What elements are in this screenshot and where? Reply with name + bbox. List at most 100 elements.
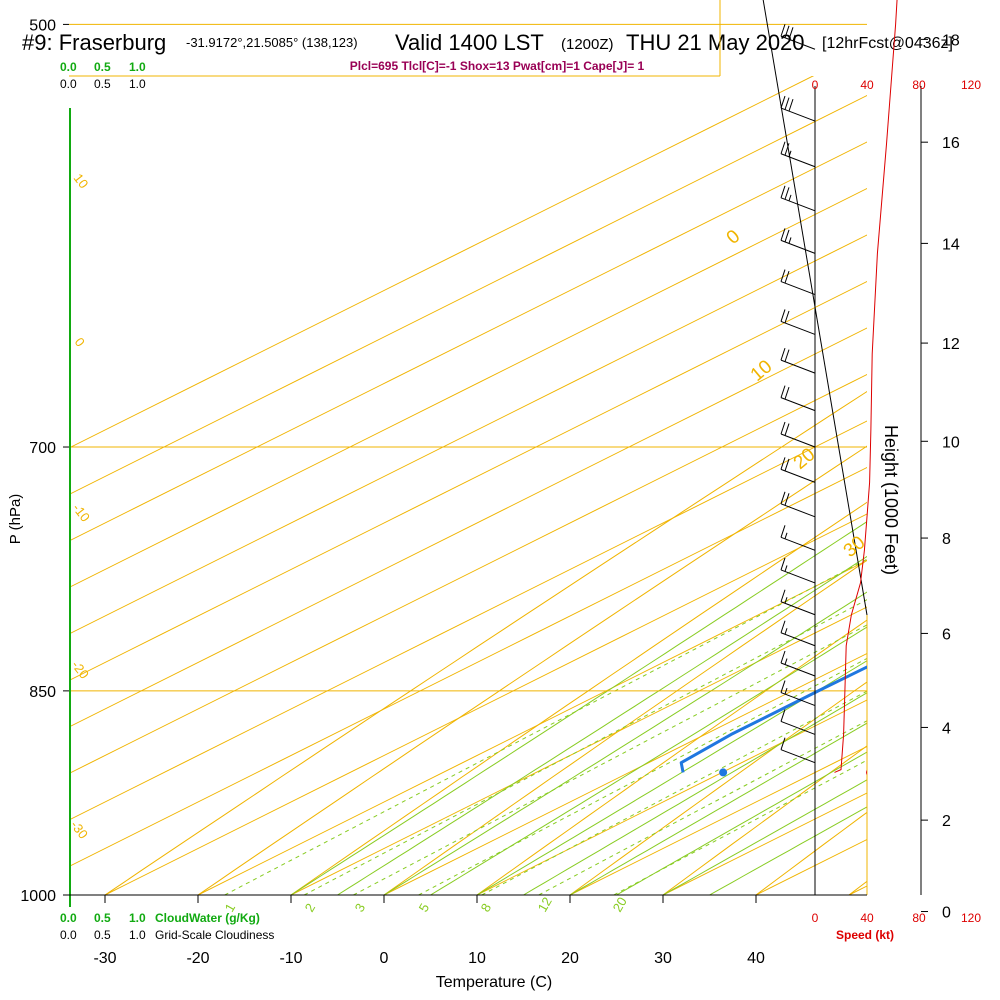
- p-tick-label: 850: [29, 684, 56, 701]
- isotherm-line: [197, 559, 867, 895]
- bot-cw-2: 1.0: [129, 911, 146, 925]
- wind-barb-flag: [788, 27, 794, 40]
- isotherm-line: [69, 187, 867, 589]
- dry-adiabat-label: 10: [71, 171, 92, 192]
- wind-speed-profile: [834, 0, 898, 773]
- wind-barb-staff: [780, 239, 816, 254]
- mixing-ratio-label: 12: [535, 894, 555, 914]
- p-tick-label: 500: [29, 17, 56, 34]
- bottom-cloudiness-scale: 0.0 0.5 1.0 Grid-Scale Cloudiness: [60, 928, 274, 942]
- moist-adiabat-line: [290, 521, 867, 895]
- wind-barb-staff: [780, 692, 816, 707]
- wind-barb-flag: [784, 565, 788, 572]
- wind-barb-staff: [780, 536, 816, 551]
- x-axis-label: Temperature (C): [436, 974, 552, 991]
- wind-barb-flag: [784, 687, 788, 695]
- wind-barb-flag: [784, 229, 790, 243]
- wind-barb: [780, 557, 816, 584]
- wind-barb: [780, 650, 816, 677]
- isotherm-label: 10: [747, 356, 777, 386]
- x-tick-label: 20: [561, 950, 579, 967]
- plot-boundary-diagonal: [762, 0, 868, 616]
- profiles: [679, 665, 867, 777]
- valid-time: Valid 1400 LST: [395, 30, 544, 55]
- height-tick-label: 0: [942, 905, 951, 922]
- p-tick-label: 1000: [20, 888, 56, 905]
- wind-barb-flag: [788, 237, 792, 244]
- bot-cw-1: 0.5: [94, 911, 111, 925]
- x-tick-label: 30: [654, 950, 672, 967]
- wind-panel: 0040408080120120024681012141618202224262…: [780, 0, 981, 925]
- bot-cl-1: 0.5: [94, 928, 111, 942]
- speed-tick-label-bottom: 0: [812, 911, 819, 925]
- wind-barb-flag: [780, 589, 786, 602]
- mixing-ratio-label: 5: [416, 901, 433, 915]
- mixing-ratio-line: [481, 690, 867, 895]
- wind-barb-flag: [780, 141, 786, 154]
- wind-barb-flag: [780, 24, 786, 37]
- wind-barb: [780, 421, 816, 448]
- top-cloudwater-scale: 0.0 0.5 1.0: [60, 60, 146, 74]
- bot-cl-2: 1.0: [129, 928, 146, 942]
- wind-barb-flag: [780, 421, 786, 435]
- dry-adiabat-line: [848, 880, 867, 895]
- surface-temperature-dot: [866, 769, 867, 775]
- dry-adiabat-line: [197, 445, 867, 895]
- dry-adiabat-line: [290, 501, 867, 895]
- dewpoint-profile: [679, 665, 867, 773]
- moist-adiabat-line: [337, 555, 867, 895]
- wind-barb: [780, 385, 816, 412]
- wind-barb-flag: [784, 97, 790, 110]
- height-tick-label: 4: [942, 720, 951, 737]
- speed-axis-label: Speed (kt): [836, 928, 894, 942]
- top-cl-0: 0.0: [60, 77, 77, 91]
- isotherm-line: [69, 466, 867, 868]
- dry-adiabat-line: [476, 619, 867, 895]
- isotherm-label: 0: [723, 226, 745, 249]
- top-cw-1: 0.5: [94, 60, 111, 74]
- x-tick-label: -10: [279, 950, 302, 967]
- moist-adiabat-line: [476, 660, 867, 895]
- wind-barb-flag: [780, 269, 786, 282]
- wind-barb-flag: [784, 493, 790, 506]
- top-cloudiness-scale: 0.0 0.5 1.0: [60, 77, 146, 91]
- wind-barb-staff: [780, 359, 816, 374]
- wind-barb-staff: [780, 569, 816, 584]
- height-tick-label: 14: [942, 236, 960, 253]
- wind-barb-flag: [780, 620, 786, 633]
- bot-cl-0: 0.0: [60, 928, 77, 942]
- bot-cw-label: CloudWater (g/Kg): [155, 911, 260, 925]
- wind-barb: [780, 525, 816, 551]
- wind-barb-flag: [780, 95, 786, 109]
- wind-barb-flag: [788, 98, 794, 112]
- wind-barb-staff: [780, 35, 816, 50]
- wind-barb-flag: [780, 525, 786, 538]
- wind-barb-staff: [780, 433, 816, 448]
- wind-barb-flag: [784, 349, 790, 362]
- wind-barb-flag: [784, 458, 790, 472]
- surface-dewpoint-dot: [719, 768, 728, 777]
- wind-barb-flag: [784, 310, 790, 324]
- height-tick-label: 6: [942, 626, 951, 643]
- x-tick-label: 0: [380, 950, 389, 967]
- wind-barb: [780, 680, 816, 707]
- height-tick-label: 12: [942, 336, 960, 353]
- wind-barb-flag: [780, 185, 786, 198]
- wind-barb-staff: [780, 153, 816, 168]
- height-tick-label: 16: [942, 135, 960, 152]
- wind-barb-flag: [780, 385, 786, 398]
- dry-adiabat-label: -10: [70, 501, 93, 525]
- wind-barb-staff: [780, 320, 816, 335]
- x-tick-label: -20: [186, 950, 209, 967]
- top-cw-0: 0.0: [60, 60, 77, 74]
- wind-barb-staff: [780, 197, 816, 212]
- wind-barb-flag: [784, 658, 788, 665]
- wind-barb: [780, 589, 816, 616]
- top-cl-1: 0.5: [94, 77, 111, 91]
- p-tick-label: 700: [29, 440, 56, 457]
- mixing-ratio-label: 3: [352, 901, 369, 915]
- wind-barb-staff: [780, 720, 816, 735]
- moist-adiabat-line: [430, 626, 867, 895]
- wind-barb: [780, 185, 816, 212]
